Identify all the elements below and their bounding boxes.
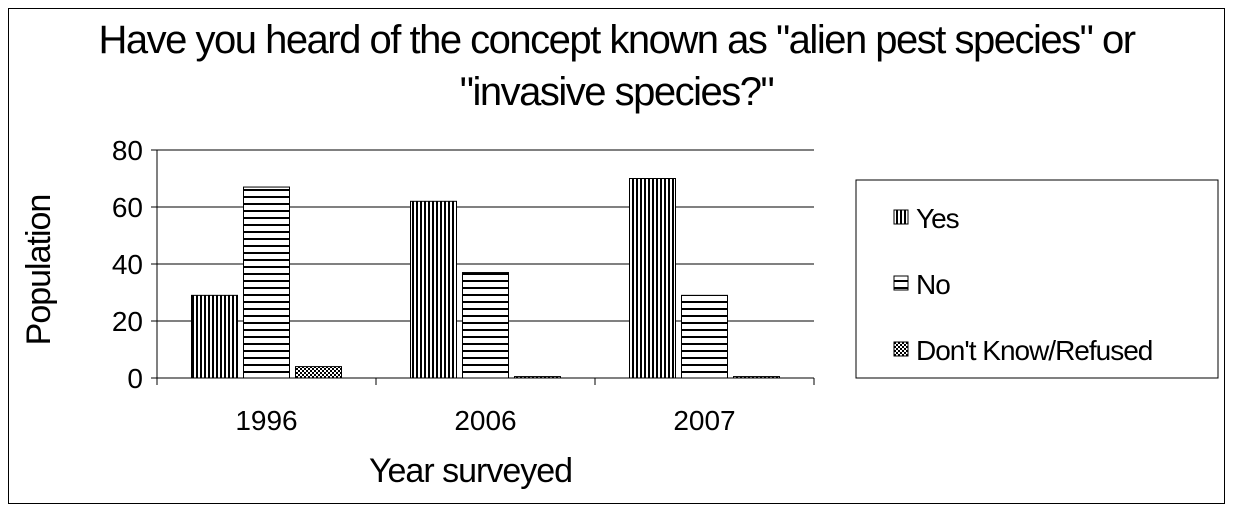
bar-no-2006	[462, 272, 509, 379]
legend: Yes No Don't Know/Refused	[855, 179, 1219, 379]
y-tick-label: 80	[112, 135, 143, 166]
x-axis-title: Year surveyed	[369, 452, 572, 490]
legend-label: Yes	[916, 203, 959, 234]
legend-box	[855, 179, 1219, 379]
chart-title: Have you heard of the concept known as "…	[8, 14, 1225, 118]
chart-title-line-1: Have you heard of the concept known as "…	[98, 18, 1136, 62]
bars	[191, 178, 780, 379]
x-tick-label: 2007	[673, 405, 735, 436]
bar-yes-2007	[629, 178, 676, 379]
y-axis-title: Population	[20, 195, 58, 346]
chart-title-line-2: "invasive species?"	[459, 70, 775, 114]
bar-yes-1996	[191, 294, 238, 379]
x-tick-label: 1996	[235, 405, 297, 436]
legend-label: No	[916, 269, 950, 300]
legend-swatch	[893, 209, 909, 225]
axes	[151, 149, 815, 385]
bar-no-1996	[243, 186, 290, 379]
legend-swatch	[893, 341, 909, 357]
bar-don-t-know-refused-1996	[295, 366, 342, 379]
bar-no-2007	[681, 294, 728, 379]
legend-swatch	[893, 275, 909, 291]
y-tick-label: 40	[112, 249, 143, 280]
bar-yes-2006	[410, 200, 457, 379]
axis-labels: 0 20 40 60 80 1996 2006 2007 Year surveyed Popula…	[20, 135, 736, 490]
y-tick-label: 0	[127, 363, 143, 394]
legend-label: Don't Know/Refused	[916, 335, 1152, 366]
x-tick-label: 2006	[454, 405, 516, 436]
y-tick-label: 60	[112, 192, 143, 223]
y-tick-label: 20	[112, 306, 143, 337]
